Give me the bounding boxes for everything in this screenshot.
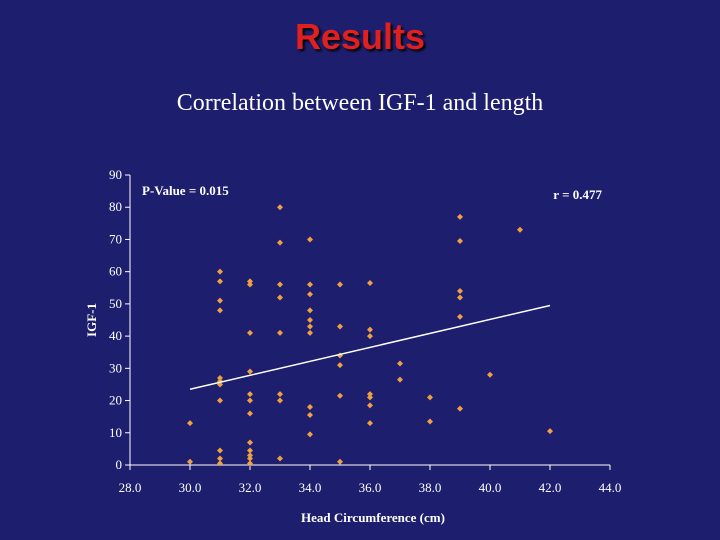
data-point: [277, 397, 283, 404]
data-point: [217, 307, 223, 314]
data-point: [247, 278, 253, 285]
data-point: [217, 297, 223, 304]
x-tick-label: 44.0: [599, 480, 622, 495]
x-tick-label: 32.0: [239, 480, 262, 495]
y-tick-label: 40: [109, 328, 122, 343]
x-tick-label: 40.0: [479, 480, 502, 495]
data-point: [247, 410, 253, 417]
data-point: [277, 204, 283, 211]
data-point: [367, 420, 373, 427]
data-point: [367, 333, 373, 340]
data-point: [427, 394, 433, 401]
data-point: [277, 239, 283, 246]
data-point: [247, 455, 253, 462]
y-ticks: 0 10 20 30 40 50 60 70 80 90: [109, 167, 130, 472]
p-value-annotation: P-Value = 0.015: [142, 183, 229, 198]
y-tick-label: 70: [109, 231, 122, 246]
data-point: [247, 447, 253, 454]
y-tick-label: 10: [109, 425, 122, 440]
data-point: [187, 458, 193, 465]
data-point: [547, 428, 553, 435]
data-point: [217, 268, 223, 275]
trendline: [189, 304, 551, 391]
data-point: [277, 294, 283, 301]
data-point: [307, 281, 313, 288]
data-point: [187, 420, 193, 427]
data-point: [247, 460, 253, 467]
data-point: [367, 391, 373, 398]
y-tick-label: 0: [116, 457, 123, 472]
y-tick-label: 60: [109, 264, 122, 279]
data-point: [307, 404, 313, 410]
x-ticks: 28.0 30.0 32.0 34.0 36.0 38.0 40.0 42.0 44.0: [119, 465, 622, 495]
data-point: [307, 431, 313, 438]
y-tick-label: 30: [109, 360, 122, 375]
data-point: [457, 288, 463, 294]
data-point: [397, 360, 403, 367]
data-point: [367, 279, 373, 286]
data-point: [217, 455, 223, 462]
data-point: [307, 329, 313, 336]
x-tick-label: 28.0: [119, 480, 142, 495]
data-point: [367, 326, 373, 333]
y-tick-label: 80: [109, 199, 122, 214]
x-tick-label: 36.0: [359, 480, 382, 495]
data-point: [277, 281, 283, 288]
data-point: [337, 392, 343, 399]
data-point: [247, 452, 253, 459]
data-point: [247, 281, 253, 288]
y-tick-label: 20: [109, 393, 122, 408]
data-point: [277, 455, 283, 462]
data-point: [397, 376, 403, 383]
x-axis-label: Head Circumference (cm): [301, 510, 445, 525]
data-point: [337, 458, 343, 465]
data-point: [487, 371, 493, 378]
data-point: [457, 238, 463, 245]
x-tick-label: 38.0: [419, 480, 442, 495]
data-point: [247, 368, 253, 375]
data-point: [337, 281, 343, 288]
data-point: [457, 313, 463, 320]
chart-title: Correlation between IGF-1 and length: [176, 90, 544, 116]
data-point: [277, 391, 283, 398]
y-tick-label: 90: [109, 167, 122, 182]
r-annotation: r = 0.477: [553, 187, 602, 202]
y-tick-label: 50: [109, 296, 122, 311]
x-tick-label: 34.0: [299, 480, 322, 495]
data-point: [307, 412, 313, 419]
data-point: [457, 405, 463, 412]
x-tick-label: 42.0: [539, 480, 562, 495]
data-points: [187, 204, 553, 467]
data-point: [457, 294, 463, 301]
data-point: [367, 402, 373, 409]
data-point: [217, 447, 223, 454]
data-point: [307, 317, 313, 323]
data-point: [517, 226, 523, 233]
data-point: [427, 418, 433, 425]
data-point: [307, 236, 313, 243]
data-point: [307, 323, 313, 330]
data-point: [457, 213, 463, 220]
slide-title: Results: [294, 16, 426, 57]
data-point: [247, 439, 253, 446]
data-point: [337, 362, 343, 369]
data-point: [277, 329, 283, 336]
data-point: [247, 397, 253, 404]
y-axis-label: IGF-1: [84, 303, 99, 337]
data-point: [337, 323, 343, 330]
data-point: [367, 394, 373, 401]
x-tick-label: 30.0: [179, 480, 202, 495]
data-point: [307, 291, 313, 298]
data-point: [217, 278, 223, 285]
data-point: [247, 329, 253, 336]
data-point: [307, 307, 313, 314]
data-point: [217, 460, 223, 467]
data-point: [247, 391, 253, 398]
data-point: [217, 397, 223, 404]
data-point: [217, 375, 223, 381]
